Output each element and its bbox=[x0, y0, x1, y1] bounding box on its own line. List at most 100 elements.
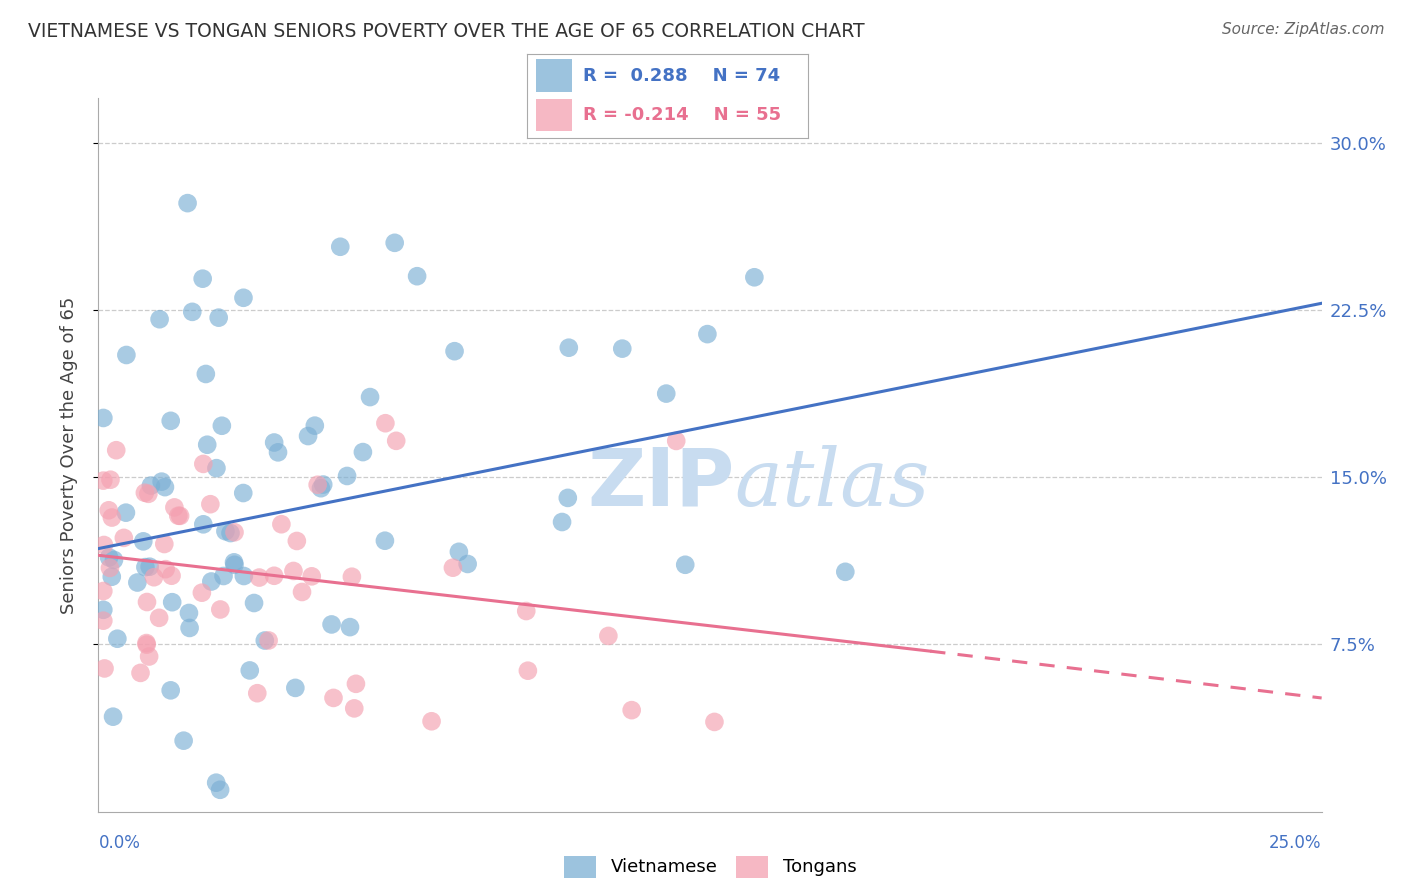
Point bbox=[515, 604, 537, 618]
Point bbox=[134, 485, 156, 500]
Point bbox=[297, 429, 319, 443]
Point bbox=[219, 526, 242, 541]
Point bbox=[304, 418, 326, 433]
Point bbox=[193, 457, 215, 471]
Point bbox=[516, 664, 538, 678]
Point bbox=[112, 531, 135, 545]
Point bbox=[267, 445, 290, 459]
Point bbox=[352, 445, 374, 459]
Point bbox=[149, 312, 172, 326]
Point bbox=[200, 574, 222, 589]
Point bbox=[143, 570, 166, 584]
Point bbox=[177, 606, 200, 620]
Point bbox=[205, 461, 228, 475]
Point bbox=[558, 341, 581, 355]
Text: ZIP: ZIP bbox=[588, 444, 734, 523]
Point bbox=[115, 506, 138, 520]
Point bbox=[173, 733, 195, 747]
Point bbox=[359, 390, 381, 404]
Point bbox=[150, 475, 173, 489]
Point bbox=[744, 270, 766, 285]
Point bbox=[232, 569, 254, 583]
Point bbox=[91, 603, 114, 617]
Point bbox=[105, 632, 128, 646]
Point bbox=[191, 585, 214, 599]
Point bbox=[194, 367, 217, 381]
Text: 25.0%: 25.0% bbox=[1270, 834, 1322, 852]
Point bbox=[239, 664, 262, 678]
Point bbox=[441, 560, 464, 574]
Text: R =  0.288    N = 74: R = 0.288 N = 74 bbox=[583, 67, 780, 85]
Point bbox=[91, 474, 114, 488]
Point bbox=[139, 478, 162, 492]
Point bbox=[343, 701, 366, 715]
Text: Source: ZipAtlas.com: Source: ZipAtlas.com bbox=[1222, 22, 1385, 37]
Point bbox=[98, 550, 121, 565]
Point bbox=[212, 569, 235, 583]
Point bbox=[612, 342, 634, 356]
Point bbox=[443, 344, 465, 359]
Point bbox=[138, 487, 160, 501]
Point bbox=[193, 517, 215, 532]
Point bbox=[620, 703, 643, 717]
Point bbox=[209, 602, 232, 616]
Point bbox=[105, 443, 128, 458]
Legend: Vietnamese, Tongans: Vietnamese, Tongans bbox=[557, 848, 863, 885]
Point bbox=[101, 510, 124, 524]
Point bbox=[167, 508, 190, 523]
Point bbox=[93, 661, 115, 675]
Point bbox=[224, 558, 246, 572]
Point bbox=[205, 775, 228, 789]
Point bbox=[253, 633, 276, 648]
Point bbox=[176, 196, 198, 211]
Point bbox=[101, 709, 124, 723]
Point bbox=[551, 515, 574, 529]
Point bbox=[211, 418, 233, 433]
Point bbox=[127, 575, 149, 590]
Point bbox=[181, 305, 204, 319]
Point bbox=[834, 565, 856, 579]
Point bbox=[214, 524, 236, 539]
Point bbox=[232, 486, 254, 500]
Text: atlas: atlas bbox=[734, 445, 929, 522]
Point bbox=[703, 714, 725, 729]
Point bbox=[97, 503, 120, 517]
Point bbox=[285, 533, 308, 548]
Point bbox=[135, 636, 157, 650]
Text: VIETNAMESE VS TONGAN SENIORS POVERTY OVER THE AGE OF 65 CORRELATION CHART: VIETNAMESE VS TONGAN SENIORS POVERTY OVE… bbox=[28, 22, 865, 41]
Point bbox=[91, 614, 114, 628]
Point bbox=[169, 508, 191, 523]
Point bbox=[336, 469, 359, 483]
Point bbox=[247, 570, 270, 584]
Point bbox=[148, 611, 170, 625]
Point bbox=[208, 310, 231, 325]
Point bbox=[374, 416, 396, 430]
Point bbox=[134, 560, 156, 574]
Text: R = -0.214    N = 55: R = -0.214 N = 55 bbox=[583, 106, 782, 124]
Point bbox=[224, 525, 246, 540]
Point bbox=[132, 534, 155, 549]
Point bbox=[283, 564, 305, 578]
Point bbox=[93, 411, 115, 425]
Point bbox=[322, 690, 344, 705]
Point bbox=[138, 559, 160, 574]
Point bbox=[406, 269, 429, 284]
Point bbox=[339, 620, 361, 634]
Point bbox=[153, 480, 176, 494]
Point bbox=[138, 649, 160, 664]
Point bbox=[136, 595, 159, 609]
Y-axis label: Seniors Poverty Over the Age of 65: Seniors Poverty Over the Age of 65 bbox=[59, 296, 77, 614]
Point bbox=[135, 638, 157, 652]
Point bbox=[195, 438, 218, 452]
Point bbox=[344, 677, 367, 691]
Point bbox=[329, 240, 352, 254]
Point bbox=[696, 327, 718, 342]
Point bbox=[100, 570, 122, 584]
Point bbox=[557, 491, 579, 505]
Point bbox=[222, 555, 245, 569]
Point bbox=[270, 517, 292, 532]
Point bbox=[307, 477, 329, 491]
Point bbox=[246, 686, 269, 700]
Point bbox=[115, 348, 138, 362]
Point bbox=[655, 386, 678, 401]
